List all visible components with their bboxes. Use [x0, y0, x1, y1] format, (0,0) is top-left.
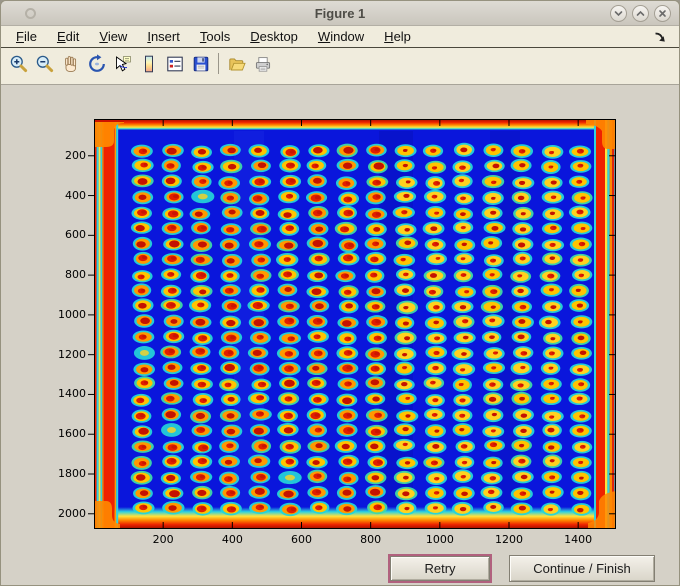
y-tick-label: 2000	[58, 506, 86, 520]
zoom-in-button[interactable]	[6, 52, 31, 76]
zoom-in-icon	[10, 55, 27, 73]
open-file-icon	[228, 58, 246, 71]
x-tick-label: 800	[360, 533, 382, 546]
insert-colorbar-icon	[144, 55, 153, 73]
x-tick-label: 1400	[564, 533, 593, 546]
rotate-3d-icon	[88, 54, 105, 72]
close-icon	[659, 10, 666, 17]
window-title: Figure 1	[314, 5, 366, 21]
chevron-up-icon	[636, 10, 645, 16]
y-tick-label: 800	[65, 268, 86, 282]
figure-canvas: 200 400 600 800 1000 1200 1400 200 400 600 800 100…	[1, 85, 679, 585]
data-cursor-button[interactable]	[110, 52, 135, 76]
insert-colorbar-button[interactable]	[136, 52, 161, 76]
menu-view[interactable]: View	[99, 29, 128, 44]
x-tick-label: 400	[221, 533, 243, 546]
retry-button[interactable]: Retry	[390, 556, 490, 581]
window-controls	[610, 5, 671, 22]
y-tick-label: 400	[65, 188, 86, 202]
menu-help[interactable]: Help	[384, 29, 411, 44]
y-tick-label: 600	[65, 228, 86, 242]
menu-desktop[interactable]: Desktop	[250, 29, 298, 44]
zoom-out-button[interactable]	[32, 52, 57, 76]
y-tick-label: 1400	[58, 387, 86, 401]
chevron-down-icon	[614, 11, 623, 17]
menu-file[interactable]: File	[16, 29, 37, 44]
minimize-button[interactable]	[610, 5, 627, 22]
x-tick-label: 200	[152, 533, 174, 546]
pan-button[interactable]	[58, 52, 83, 76]
save-figure-icon	[193, 56, 208, 72]
menu-items: File Edit View Insert Tools Desktop Window Help	[9, 29, 424, 44]
zoom-out-icon	[36, 55, 53, 73]
window-menu-icon[interactable]	[25, 7, 36, 19]
y-tick-label: 1800	[58, 467, 86, 480]
data-cursor-icon	[115, 56, 131, 72]
maximize-button[interactable]	[632, 5, 649, 22]
pan-icon	[64, 56, 76, 72]
save-figure-button[interactable]	[188, 52, 213, 76]
plate-image-plot	[88, 119, 616, 529]
y-tick-label: 1600	[58, 427, 86, 441]
y-tick-label: 200	[65, 148, 86, 162]
rotate-3d-button[interactable]	[84, 52, 109, 76]
continue-finish-button[interactable]: Continue / Finish	[509, 555, 655, 582]
retry-button-focus-ring: Retry	[388, 554, 492, 583]
toolbar-separator	[218, 53, 219, 74]
menu-insert[interactable]: Insert	[147, 29, 180, 44]
insert-legend-button[interactable]	[162, 52, 187, 76]
x-tick-label: 1000	[425, 533, 454, 546]
x-tick-label: 600	[290, 533, 312, 546]
print-figure-icon	[255, 57, 270, 72]
open-file-button[interactable]	[224, 52, 249, 76]
menu-tools[interactable]: Tools	[199, 29, 231, 44]
dock-arrow-icon[interactable]	[653, 30, 667, 47]
x-tick-label: 1200	[494, 533, 523, 546]
toolbar	[1, 48, 679, 85]
menu-window[interactable]: Window	[317, 29, 365, 44]
menu-edit[interactable]: Edit	[56, 29, 80, 44]
insert-legend-icon	[166, 56, 183, 72]
y-tick-label: 1000	[58, 307, 86, 321]
close-button[interactable]	[654, 5, 671, 22]
titlebar: Figure 1	[1, 1, 679, 26]
print-figure-button[interactable]	[250, 52, 275, 76]
y-tick-label: 1200	[58, 347, 86, 361]
menubar: File Edit View Insert Tools Desktop Window Help	[1, 26, 679, 48]
